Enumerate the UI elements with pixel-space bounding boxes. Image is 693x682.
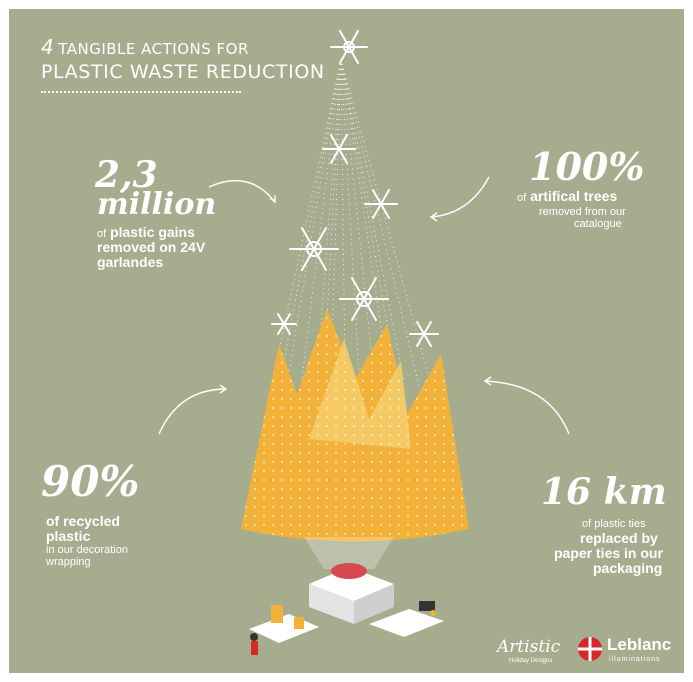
projector-scene	[249, 563, 444, 655]
header-line2: PLASTIC WASTE REDUCTION	[41, 61, 325, 83]
leblanc-logo: Leblanc	[607, 635, 672, 654]
tree-illustration	[158, 30, 602, 661]
leblanc-logo-sub: illuminations	[609, 656, 661, 663]
stat-garlands-bold1: plastic gains	[110, 224, 195, 240]
stat-garlands-bold3: garlandes	[97, 254, 164, 270]
header-number: 4	[41, 35, 55, 59]
stat-garlands-line1: of plastic gains	[97, 225, 195, 242]
stat-garlands-value1: 2,3	[95, 154, 158, 196]
stat-garlands-bold2: removed on 24V	[97, 239, 206, 255]
stat-trees-line1: of artifical trees	[517, 189, 617, 206]
stat-ties-bold2: paper ties in our	[554, 545, 663, 561]
stat-garlands-value2: million	[97, 187, 217, 222]
stat-ties-value: 16 km	[541, 471, 667, 513]
stat-recycled-bold1: of recycled	[46, 513, 120, 529]
stat-ties-rest: of plastic ties	[582, 518, 646, 530]
stat-recycled-value: 90%	[41, 457, 140, 506]
header-text-1: TANGIBLE ACTIONS FOR	[58, 40, 249, 58]
light-strings	[270, 58, 434, 392]
header-line1: 4 TANGIBLE ACTIONS FOR	[41, 35, 249, 59]
stat-trees-rest2: catalogue	[574, 218, 622, 230]
header-divider	[41, 91, 241, 93]
stat-recycled-rest2: wrapping	[46, 556, 91, 568]
artistic-logo: Artistic	[497, 637, 561, 657]
stat-ties-bold1: replaced by	[580, 530, 658, 546]
stat-recycled-bold2: plastic	[46, 528, 91, 544]
stat-garlands-prefix: of	[97, 228, 107, 240]
artistic-logo-sub: Holiday Designs	[509, 658, 553, 664]
snowflakes	[271, 30, 439, 347]
stat-trees-value: 100%	[529, 144, 645, 189]
stat-recycled-rest1: in our decoration	[46, 544, 128, 556]
leblanc-logo-mark	[578, 637, 602, 661]
light-beam	[304, 537, 394, 569]
stat-trees-bold: artifical trees	[530, 188, 618, 204]
stat-trees-rest1: removed from our	[539, 206, 626, 218]
curved-arrows	[158, 176, 570, 435]
stat-ties-bold3: packaging	[593, 560, 663, 576]
stat-trees-prefix: of	[517, 192, 527, 204]
tree-body	[241, 309, 469, 542]
infographic-poster: 4 TANGIBLE ACTIONS FOR PLASTIC WASTE REDU…	[9, 9, 684, 673]
